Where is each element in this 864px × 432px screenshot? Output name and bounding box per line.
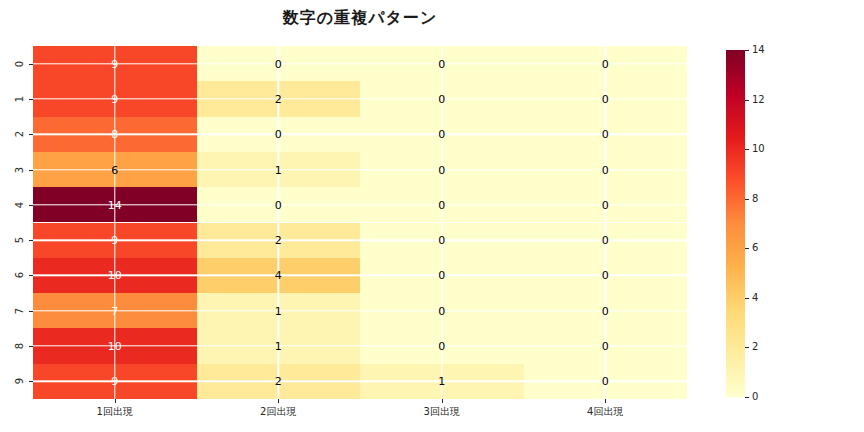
cell-annotation: 4 xyxy=(275,270,282,281)
colorbar-gradient xyxy=(726,50,745,397)
cell-annotation: 0 xyxy=(438,58,445,69)
colorbar-tick-label: 6 xyxy=(752,243,758,253)
cell-annotation: 0 xyxy=(602,58,609,69)
y-tick-label: 4 xyxy=(15,202,25,208)
cell-annotation: 2 xyxy=(275,376,282,387)
cell-annotation: 6 xyxy=(111,164,118,175)
y-tick-label: 5 xyxy=(15,237,25,243)
colorbar-tick-mark xyxy=(745,100,749,101)
y-tick-mark xyxy=(29,205,33,206)
x-tick-label: 2回出現 xyxy=(260,407,296,417)
colorbar-tick-label: 4 xyxy=(752,293,758,303)
y-tick-mark xyxy=(29,134,33,135)
x-tick-mark xyxy=(605,399,606,403)
cell-annotation: 0 xyxy=(602,341,609,352)
cell-annotation: 0 xyxy=(438,164,445,175)
cell-annotation: 0 xyxy=(275,129,282,140)
y-tick-mark xyxy=(29,170,33,171)
colorbar-tick-label: 10 xyxy=(752,144,765,154)
gridline-horizontal xyxy=(33,381,687,382)
cell-annotation: 0 xyxy=(602,164,609,175)
x-tick-label: 1回出現 xyxy=(97,407,133,417)
colorbar-tick-mark xyxy=(745,50,749,51)
cell-annotation: 10 xyxy=(108,270,122,281)
gridline-horizontal xyxy=(33,134,687,135)
gridline-horizontal xyxy=(33,169,687,170)
y-tick-label: 0 xyxy=(15,60,25,66)
gridline-horizontal xyxy=(33,345,687,346)
cell-annotation: 0 xyxy=(275,58,282,69)
cell-annotation: 0 xyxy=(602,199,609,210)
x-tick-mark xyxy=(442,399,443,403)
gridline-horizontal xyxy=(33,204,687,205)
cell-annotation: 2 xyxy=(275,93,282,104)
colorbar-tick-label: 12 xyxy=(752,95,765,105)
colorbar-tick-mark xyxy=(745,397,749,398)
cell-annotation: 0 xyxy=(602,235,609,246)
cell-annotation: 0 xyxy=(438,129,445,140)
cell-annotation: 1 xyxy=(275,341,282,352)
cell-annotation: 0 xyxy=(602,305,609,316)
y-tick-label: 1 xyxy=(15,96,25,102)
colorbar-tick-mark xyxy=(745,149,749,150)
cell-annotation: 0 xyxy=(602,376,609,387)
cell-annotation: 0 xyxy=(602,129,609,140)
cell-annotation: 9 xyxy=(111,376,118,387)
gridline-horizontal xyxy=(33,239,687,240)
y-tick-label: 6 xyxy=(15,272,25,278)
cell-annotation: 1 xyxy=(275,164,282,175)
cell-annotation: 0 xyxy=(438,235,445,246)
gridline-horizontal xyxy=(33,310,687,311)
colorbar-tick-mark xyxy=(745,248,749,249)
cell-annotation: 1 xyxy=(275,305,282,316)
cell-annotation: 0 xyxy=(602,270,609,281)
y-tick-label: 9 xyxy=(15,378,25,384)
cell-annotation: 9 xyxy=(111,58,118,69)
y-tick-label: 3 xyxy=(15,166,25,172)
cell-annotation: 9 xyxy=(111,93,118,104)
y-tick-label: 2 xyxy=(15,131,25,137)
gridline-horizontal xyxy=(33,98,687,99)
cell-annotation: 0 xyxy=(275,199,282,210)
chart-title: 数字の重複パターン xyxy=(33,8,687,29)
cell-annotation: 0 xyxy=(602,93,609,104)
cell-annotation: 0 xyxy=(438,270,445,281)
gridline-horizontal xyxy=(33,275,687,276)
cell-annotation: 7 xyxy=(111,305,118,316)
cell-annotation: 8 xyxy=(111,129,118,140)
cell-annotation: 14 xyxy=(108,199,122,210)
cell-annotation: 1 xyxy=(438,376,445,387)
colorbar-tick-label: 2 xyxy=(752,342,758,352)
y-tick-mark xyxy=(29,240,33,241)
cell-annotation: 10 xyxy=(108,341,122,352)
cell-annotation: 0 xyxy=(438,341,445,352)
heatmap: 9000920080006100140009200104007100101009… xyxy=(33,46,687,399)
colorbar-tick-mark xyxy=(745,199,749,200)
y-tick-mark xyxy=(29,275,33,276)
heatmap-figure: 数字の重複パターン 900092008000610014000920010400… xyxy=(0,0,864,432)
y-tick-label: 8 xyxy=(15,343,25,349)
gridline-horizontal xyxy=(33,63,687,64)
colorbar xyxy=(726,50,745,397)
cell-annotation: 2 xyxy=(275,235,282,246)
y-tick-label: 7 xyxy=(15,308,25,314)
colorbar-tick-mark xyxy=(745,347,749,348)
y-tick-mark xyxy=(29,311,33,312)
colorbar-tick-label: 14 xyxy=(752,45,765,55)
cell-annotation: 0 xyxy=(438,305,445,316)
x-tick-label: 3回出現 xyxy=(424,407,460,417)
colorbar-tick-label: 8 xyxy=(752,194,758,204)
y-tick-mark xyxy=(29,99,33,100)
colorbar-tick-mark xyxy=(745,298,749,299)
cell-annotation: 9 xyxy=(111,235,118,246)
colorbar-tick-label: 0 xyxy=(752,392,758,402)
x-tick-mark xyxy=(115,399,116,403)
cell-annotation: 0 xyxy=(438,199,445,210)
y-tick-mark xyxy=(29,64,33,65)
y-tick-mark xyxy=(29,346,33,347)
y-tick-mark xyxy=(29,381,33,382)
x-tick-mark xyxy=(278,399,279,403)
cell-annotation: 0 xyxy=(438,93,445,104)
x-tick-label: 4回出現 xyxy=(587,407,623,417)
